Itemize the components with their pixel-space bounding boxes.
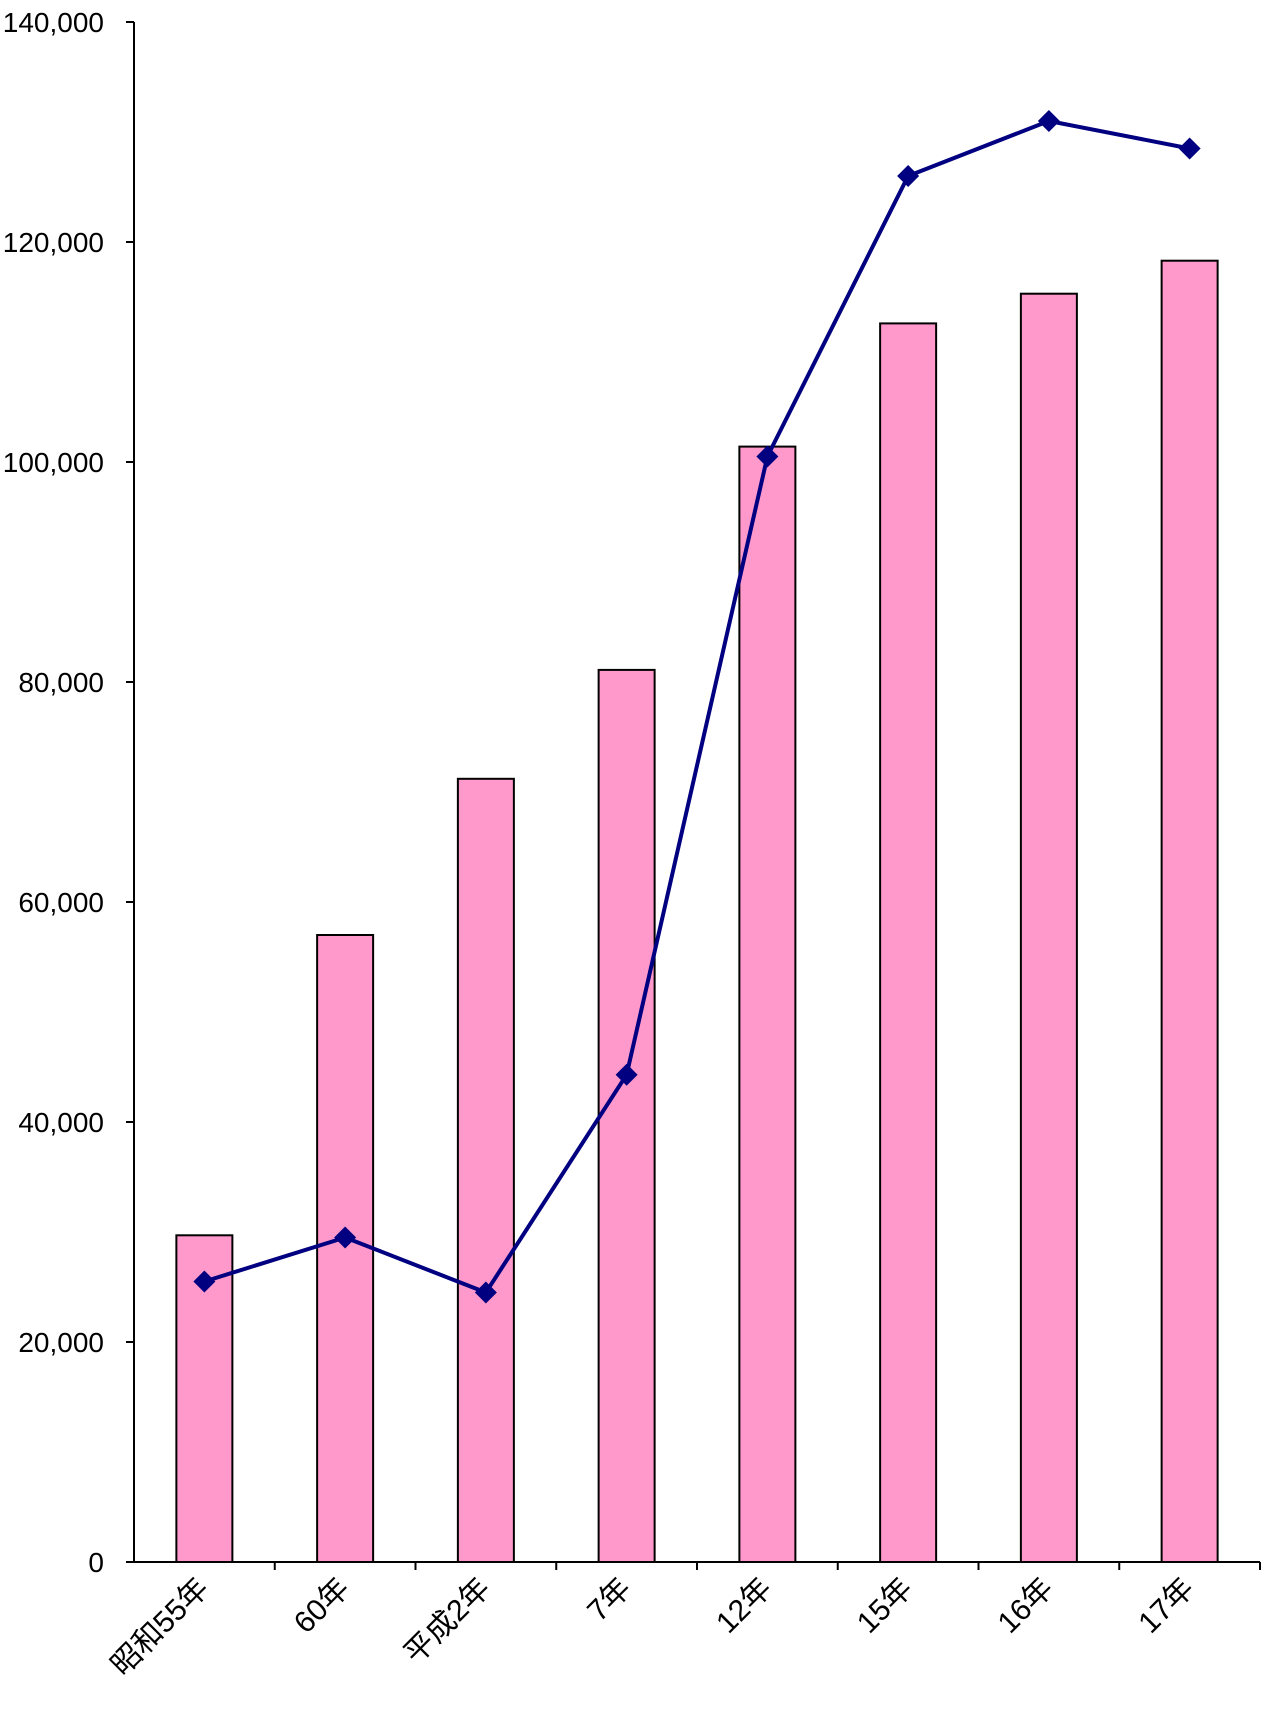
bar — [738, 445, 797, 1564]
x-category-label: 17年 — [1132, 1572, 1200, 1640]
y-axis-ticks: 0 20,000 40,000 60,000 80,000 100,000 120,000 1… — [3, 7, 134, 1578]
x-category-label: 平成2年 — [398, 1572, 497, 1671]
x-category-label: 昭和55年 — [105, 1572, 216, 1683]
y-tick-label: 80,000 — [18, 667, 104, 698]
bar — [879, 322, 938, 1563]
bar — [456, 777, 515, 1563]
x-category-label: 15年 — [851, 1572, 919, 1640]
y-tick-label: 40,000 — [18, 1107, 104, 1138]
y-tick-label: 140,000 — [3, 7, 104, 38]
line-point — [474, 1281, 497, 1304]
x-axis-labels: 昭和55年 60年 平成2年 7年 12年 15年 16年 17年 — [105, 1572, 1201, 1683]
line-point — [1178, 137, 1201, 160]
bar — [1160, 259, 1219, 1564]
x-category-label: 7年 — [581, 1572, 637, 1628]
line-point — [334, 1226, 357, 1249]
x-category-label: 60年 — [288, 1572, 356, 1640]
line-series — [193, 110, 1201, 1304]
y-tick-label: 120,000 — [3, 227, 104, 258]
y-tick-label: 60,000 — [18, 887, 104, 918]
x-category-label: 12年 — [710, 1572, 778, 1640]
axes — [133, 22, 1261, 1570]
bar — [597, 668, 656, 1563]
line-point — [193, 1270, 216, 1293]
y-tick-label: 0 — [88, 1547, 104, 1578]
y-tick-label: 20,000 — [18, 1327, 104, 1358]
line-point — [615, 1063, 638, 1086]
line-point — [756, 445, 779, 468]
bar — [1019, 292, 1078, 1564]
y-tick-label: 100,000 — [3, 447, 104, 478]
series-line — [203, 119, 1191, 1295]
x-category-label: 16年 — [992, 1572, 1060, 1640]
line-point — [897, 165, 920, 187]
bar-series — [175, 259, 1219, 1564]
line-point — [1037, 110, 1060, 132]
